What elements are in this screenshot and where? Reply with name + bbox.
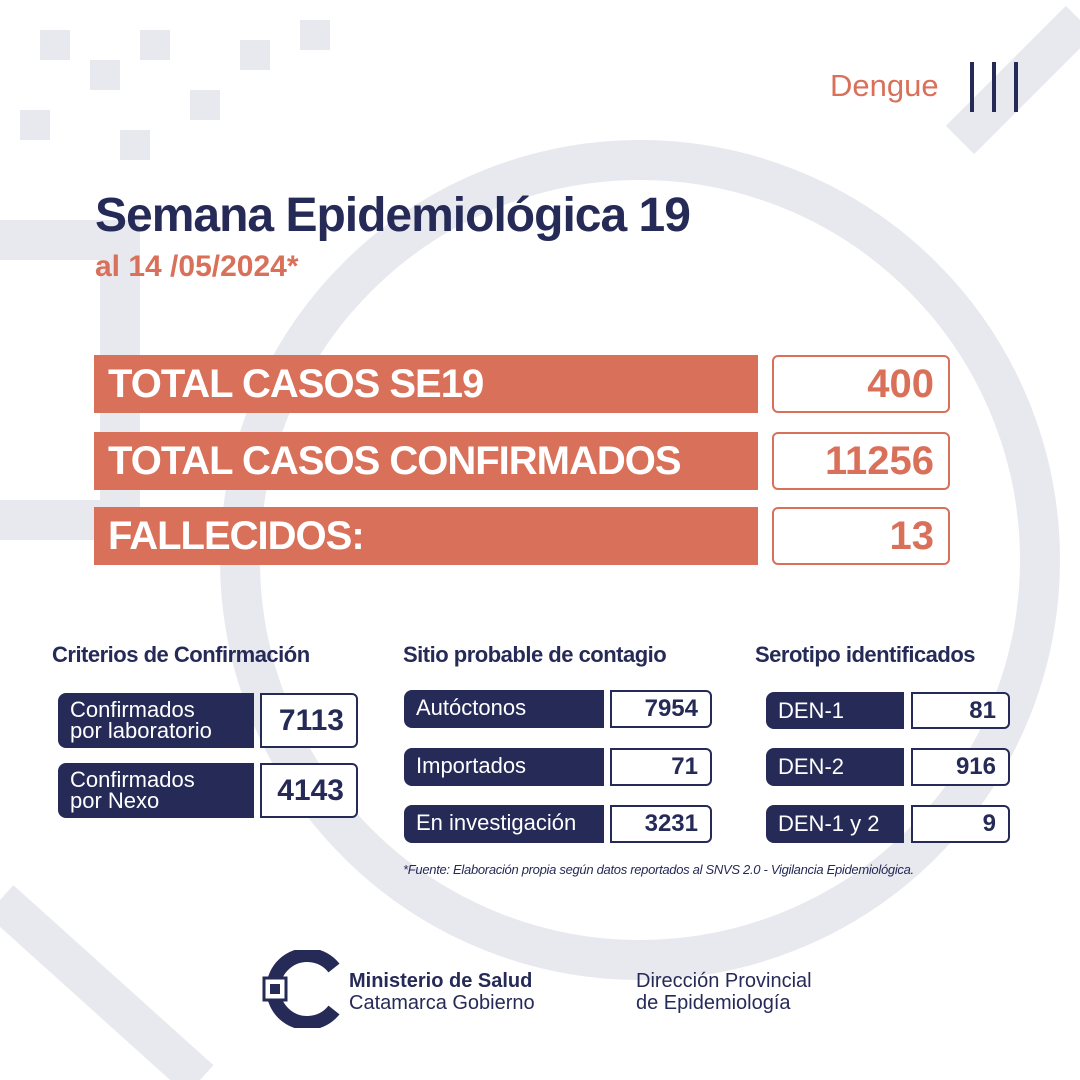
decor-bar	[970, 62, 974, 112]
page-title: Semana Epidemiológica 19	[95, 189, 691, 242]
section-title: Serotipo identificados	[755, 642, 976, 667]
ministry-name: Ministerio de Salud	[349, 970, 533, 992]
criteria-value: 7113	[260, 693, 358, 748]
topic-label: Dengue	[830, 68, 939, 103]
serotype-value: 9	[911, 805, 1010, 843]
total-value: 11256	[772, 432, 950, 490]
serotype-value: 916	[911, 748, 1010, 786]
decor-bar	[1014, 62, 1018, 112]
label-line: Confirmados	[70, 767, 195, 792]
site-label: Importados	[404, 748, 604, 786]
section-title: Sitio probable de contagio	[403, 642, 667, 667]
direction-name: de Epidemiología	[636, 992, 791, 1014]
source-footnote: *Fuente: Elaboración propia según datos …	[403, 862, 914, 877]
criteria-label: Confirmados por Nexo	[58, 763, 254, 818]
site-value: 71	[610, 748, 712, 786]
section-title: Criterios de Confirmación	[52, 642, 310, 667]
direction-name: Dirección Provincial	[636, 970, 812, 992]
total-value: 400	[772, 355, 950, 413]
label-line: por laboratorio	[70, 718, 212, 743]
serotype-value: 81	[911, 692, 1010, 729]
total-label: TOTAL CASOS SE19	[94, 355, 758, 413]
ministry-logo	[262, 950, 340, 1028]
label-line: Confirmados	[70, 697, 195, 722]
site-label: Autóctonos	[404, 690, 604, 728]
criteria-value: 4143	[260, 763, 358, 818]
total-value: 13	[772, 507, 950, 565]
date-subtitle: al 14 /05/2024*	[95, 250, 299, 283]
site-value: 3231	[610, 805, 712, 843]
total-label: FALLECIDOS:	[94, 507, 758, 565]
serotype-label: DEN-1 y 2	[766, 805, 904, 843]
criteria-label: Confirmados por laboratorio	[58, 693, 254, 748]
ministry-government: Catamarca Gobierno	[349, 992, 535, 1014]
serotype-label: DEN-1	[766, 692, 904, 729]
serotype-label: DEN-2	[766, 748, 904, 786]
total-label: TOTAL CASOS CONFIRMADOS	[94, 432, 758, 490]
decor-bar	[992, 62, 996, 112]
site-label: En investigación	[404, 805, 604, 843]
label-line: por Nexo	[70, 788, 160, 813]
site-value: 7954	[610, 690, 712, 728]
